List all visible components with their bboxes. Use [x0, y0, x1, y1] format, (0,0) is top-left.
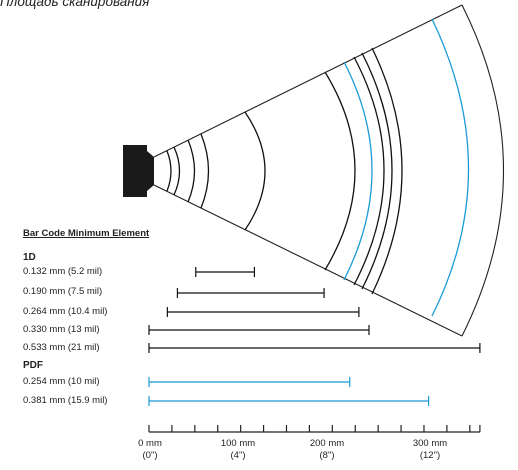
arc-far	[353, 56, 385, 286]
range-bar	[148, 343, 481, 353]
arc-pdf-15	[431, 18, 470, 317]
scanner-icon	[123, 145, 147, 197]
fov-upper-edge	[153, 4, 463, 158]
bar-label-1d-5: 0.533 mm (21 mil)	[23, 342, 100, 353]
arc-near	[166, 150, 172, 192]
distance-axis	[148, 425, 481, 433]
arc-far	[361, 52, 393, 290]
arc-mid	[244, 111, 266, 231]
range-bars	[148, 267, 481, 406]
scanner-nose	[147, 151, 154, 191]
range-bar	[148, 396, 430, 406]
tick-label-100: 100 mm (4")	[220, 438, 256, 461]
range-bar	[195, 267, 256, 277]
bar-label-1d-1: 0.132 mm (5.2 mil)	[23, 266, 103, 277]
fov-outer-arc	[461, 4, 504, 337]
bar-label-1d-3: 0.264 mm (10.4 mil)	[23, 306, 108, 317]
range-bar	[166, 307, 360, 317]
page-title: Площадь сканирования	[0, 0, 150, 9]
bar-label-1d-4: 0.330 mm (13 mil)	[23, 324, 100, 335]
arc-near	[200, 133, 210, 209]
legend-heading: Bar Code Minimum Element	[23, 228, 150, 239]
arc-near	[187, 139, 196, 203]
arc-far	[371, 47, 403, 295]
range-bar	[148, 377, 351, 387]
arc-near	[173, 146, 181, 196]
tick-label-0: 0 mm (0")	[138, 438, 162, 461]
section-pdf-label: PDF	[23, 360, 43, 371]
arc-far	[324, 71, 356, 271]
bar-label-pdf-2: 0.381 mm (15.9 mil)	[23, 395, 108, 406]
bar-label-1d-2: 0.190 mm (7.5 mil)	[23, 286, 103, 297]
range-bar	[176, 288, 325, 298]
section-1d-label: 1D	[23, 252, 36, 263]
tick-label-300: 300 mm (12")	[412, 438, 448, 461]
arc-pdf-10	[343, 61, 373, 281]
fov-lower-edge	[153, 184, 463, 337]
range-bar	[148, 325, 370, 335]
depth-of-field-arcs	[166, 18, 470, 317]
bar-label-pdf-1: 0.254 mm (10 mil)	[23, 376, 100, 387]
tick-label-200: 200 mm (8")	[309, 438, 345, 461]
